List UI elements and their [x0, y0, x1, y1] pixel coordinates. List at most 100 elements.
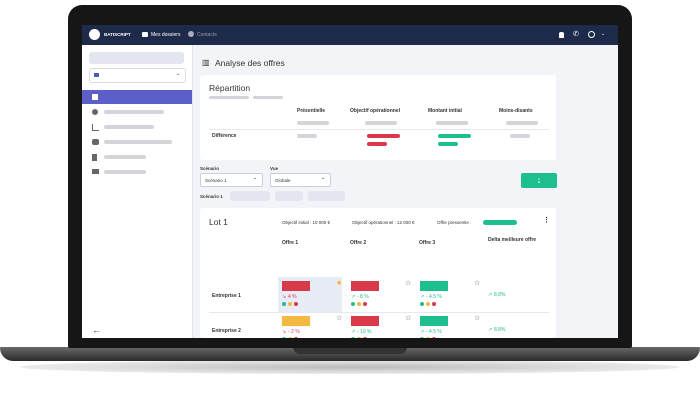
placeholder — [510, 134, 530, 138]
offer-variation: 4 % — [288, 294, 297, 300]
offer-variation: - 8 % — [357, 294, 369, 300]
offer-variation: - 4.5 % — [426, 329, 442, 335]
delta: 8,8% — [494, 292, 506, 298]
bar — [367, 142, 387, 146]
menu-caret[interactable]: ⌄ — [601, 31, 606, 37]
status-dot — [351, 302, 355, 306]
tab[interactable] — [275, 191, 303, 201]
status-dot — [363, 302, 367, 306]
nav-item[interactable] — [104, 155, 146, 159]
trend-icon: ↘ — [282, 329, 287, 335]
brand: BATISCRIPT — [104, 32, 131, 37]
star[interactable]: ☆ — [474, 315, 481, 322]
nav-icon — [92, 124, 99, 131]
select-value: Globale — [275, 178, 291, 183]
status-dot — [357, 337, 361, 338]
status-dot — [351, 337, 355, 338]
offer-variation: - 4.5 % — [426, 294, 442, 300]
status-dot — [426, 302, 430, 306]
nav-item[interactable] — [104, 140, 172, 144]
delta: 8.8% — [494, 327, 506, 333]
pressentie-pill — [483, 220, 517, 225]
column-header: Offre 3 — [419, 240, 436, 246]
scenario-select[interactable]: Scénario 1 ⌄ — [200, 173, 263, 187]
column-header: Delta meilleure offre — [488, 237, 537, 243]
status-dot — [420, 337, 424, 338]
status-dot — [420, 302, 424, 306]
nav-item[interactable] — [104, 125, 154, 129]
nav-item[interactable] — [104, 110, 164, 114]
caret: ⌄ — [253, 175, 258, 181]
nav-icon — [92, 109, 98, 115]
star[interactable]: ☆ — [405, 315, 412, 322]
caret: ⌄ — [321, 175, 326, 181]
folder-select[interactable]: ⌄ — [89, 68, 186, 83]
trend-icon: ↗ — [420, 294, 425, 300]
trend-icon: ↗ — [351, 329, 356, 335]
column-header: Moins-disants — [499, 108, 533, 114]
card-title: Répartition — [209, 83, 251, 93]
status-dot — [294, 337, 298, 338]
status-dots — [351, 302, 369, 306]
star[interactable]: ☆ — [336, 315, 343, 322]
star[interactable]: ★ — [336, 280, 343, 287]
row-label: Entreprise 2 — [212, 328, 241, 334]
status-dot — [288, 337, 292, 338]
column-header: Présentielle — [297, 108, 326, 114]
offer-bar — [282, 316, 310, 326]
lot-info: Objectif initial : 10 000 € — [282, 220, 331, 225]
star[interactable]: ☆ — [405, 280, 412, 287]
placeholder — [436, 121, 468, 125]
status-dots — [420, 302, 438, 306]
status-dot — [426, 337, 430, 338]
offer-variation: - 10 % — [357, 329, 372, 335]
offer-bar — [351, 281, 379, 291]
tab[interactable] — [230, 191, 270, 201]
contacts-icon — [188, 31, 194, 37]
placeholder — [209, 96, 249, 99]
caret: ⌄ — [176, 71, 181, 77]
status-dot — [363, 337, 367, 338]
star[interactable]: ☆ — [474, 280, 481, 287]
offer-bar — [420, 281, 448, 291]
bell-icon[interactable] — [559, 32, 564, 38]
placeholder — [506, 121, 538, 125]
nav-icon — [92, 139, 99, 145]
screen: BATISCRIPT Mes dossiers Contacts ✆ ⌄ ⌄ ←… — [82, 25, 618, 338]
lot-title: Lot 1 — [209, 217, 228, 227]
view-select[interactable]: Globale ⌄ — [270, 173, 331, 187]
logo — [89, 29, 100, 40]
phone-icon[interactable]: ✆ — [573, 31, 579, 38]
tab[interactable] — [308, 191, 345, 201]
status-dot — [432, 337, 436, 338]
offer-bar — [351, 316, 379, 326]
repartition-card: Répartition Présentielle Objectif opérat… — [200, 75, 556, 160]
status-dots — [282, 337, 300, 338]
folder-icon — [94, 73, 99, 77]
status-dots — [420, 337, 438, 338]
chart-icon: ▥ — [202, 58, 210, 67]
nav-item[interactable]: Contacts — [197, 32, 217, 38]
placeholder — [297, 121, 329, 125]
dashboard-icon — [92, 94, 98, 100]
status-dots — [282, 302, 300, 306]
scenario-title: Scénario 1 — [200, 194, 223, 199]
status-dots — [351, 337, 369, 338]
select-value: Scénario 1 — [205, 178, 227, 183]
nav-item[interactable] — [104, 170, 146, 174]
trend-icon: ↗ — [420, 329, 425, 335]
offer-variation: - 2 % — [288, 329, 300, 335]
nav-item[interactable]: Mes dossiers — [151, 32, 181, 38]
column-header: Objectif opérationnel — [350, 108, 401, 114]
kebab-menu[interactable]: ⋮ — [543, 217, 550, 224]
sidebar-search[interactable] — [89, 52, 184, 64]
status-dot — [294, 302, 298, 306]
nav-icon — [92, 169, 99, 174]
download-button[interactable]: ↓ — [521, 173, 557, 188]
collapse-arrow[interactable]: ← — [92, 325, 101, 335]
trend-icon: ↗ — [351, 294, 356, 300]
help-icon[interactable] — [588, 31, 595, 38]
nav-active[interactable] — [82, 90, 192, 104]
lot-info: Objectif opérationnel : 12 000 € — [352, 220, 415, 225]
row-label: Entreprise 1 — [212, 293, 241, 299]
